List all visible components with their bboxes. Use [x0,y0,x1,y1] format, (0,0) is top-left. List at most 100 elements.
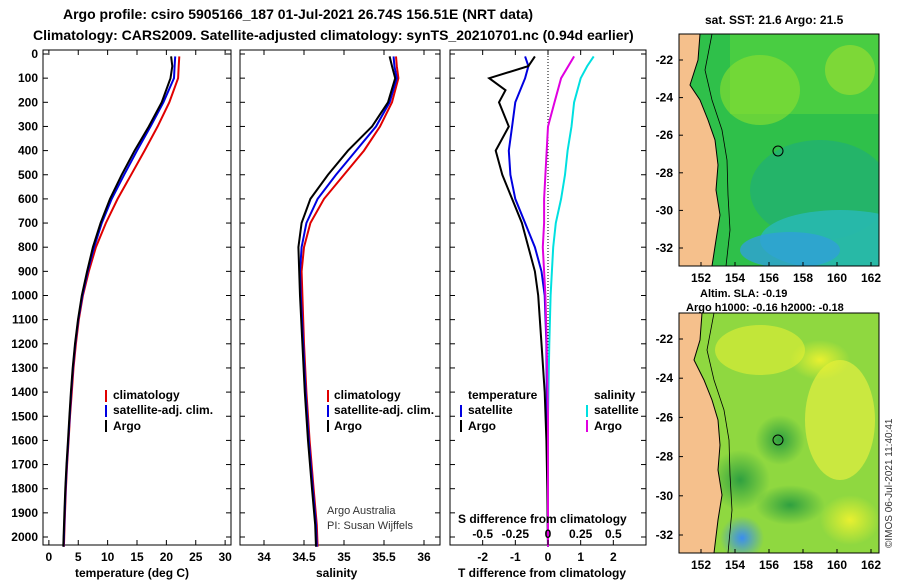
series-line-s-argo [541,55,575,547]
s-tick-label: 0.5 [605,527,622,541]
legend-s-satellite: satellite [594,403,639,417]
x-tick-label: 34.5 [292,550,316,564]
legend-salinity: salinity [594,388,636,402]
depth-tick-label: 700 [18,216,38,230]
x-tick-label: 15 [130,550,144,564]
lat-tick-label: -24 [656,91,674,105]
lon-tick-label: 156 [759,271,779,285]
x-tick-label: 36 [417,550,431,564]
series-line-argo [62,56,174,547]
temperature-xlabel: temperature (deg C) [75,566,189,580]
lon-tick-label: 154 [725,271,745,285]
lon-tick-label: 160 [827,558,847,572]
depth-tick-label: 1900 [11,506,38,520]
depth-tick-label: 1100 [12,313,38,327]
series-line-argo [297,56,397,547]
series-line-t-argo [487,55,549,547]
s-tick-label: 0 [545,527,552,541]
temperature-plot-frame [42,49,232,546]
depth-tick-label: 1600 [11,433,38,447]
argo-location-marker-2 [772,434,784,446]
x-tick-label: -2 [477,550,488,564]
difference-panel: -2 -1 0 1 2 -0.5 -0.25 0 0.25 0.5 T difference fr… [449,49,647,580]
argo-location-marker [772,145,784,157]
sst-map: sat. SST: 21.6 Argo: 21.5 [656,13,882,285]
x-tick-label: 0 [545,550,552,564]
depth-tick-label: 100 [18,71,38,85]
chart-title-line1: Argo profile: csiro 5905166_187 01-Jul-2… [63,6,534,22]
x-tick-label: 25 [189,550,203,564]
depth-tick-label: 1200 [11,337,38,351]
lat-tick-label: -32 [656,528,674,542]
legend-t-satellite: satellite [468,403,513,417]
lat-tick-label: -30 [656,203,674,217]
lat-tick-label: -28 [656,166,674,180]
legend-climatology-s: climatology [334,388,401,402]
legend-t-argo: Argo [468,419,496,433]
legend-s-argo: Argo [594,419,622,433]
lat-tick-label: -32 [656,241,674,255]
depth-tick-label: 900 [18,264,38,278]
depth-tick-label: 1300 [11,361,38,375]
chart-title-line2: Climatology: CARS2009. Satellite-adjuste… [33,27,634,43]
x-tick-label: 2 [610,550,617,564]
depth-tick-label: 600 [18,192,38,206]
series-line-s-satellite [547,55,595,547]
salinity-plot-frame [239,49,441,546]
depth-tick-label: 200 [18,95,38,109]
x-tick-label: 20 [160,550,174,564]
s-diff-xlabel: S difference from climatology [458,512,627,526]
sla-land [679,313,722,553]
depth-tick-label: 300 [18,119,38,133]
lat-tick-label: -22 [656,332,674,346]
s-tick-label: -0.25 [502,527,530,541]
x-tick-label: -1 [510,550,521,564]
depth-tick-label: 1400 [11,385,38,399]
t-diff-xlabel: T difference from climatology [458,566,626,580]
depth-tick-label: 500 [18,168,38,182]
lon-tick-label: 154 [725,558,745,572]
lat-tick-label: -22 [656,53,674,67]
depth-tick-label: 1000 [11,289,38,303]
lon-tick-label: 162 [861,558,881,572]
lat-tick-label: -30 [656,489,674,503]
legend-climatology: climatology [113,388,180,402]
depth-tick-label: 2000 [11,530,38,544]
lat-tick-label: -26 [656,410,674,424]
temperature-panel: 0 5 10 15 20 25 30 temperature (deg C) climato… [42,49,232,580]
lat-tick-label: -26 [656,128,674,142]
depth-tick-label: 0 [31,47,38,61]
difference-legend: temperature satellite Argo salinity sate… [460,388,639,433]
lat-tick-label: -28 [656,450,674,464]
sst-map-title: sat. SST: 21.6 Argo: 21.5 [705,13,844,27]
x-tick-label: 1 [577,550,584,564]
x-tick-label: 34 [257,550,271,564]
sla-map-title-2: Argo h1000: -0.16 h2000: -0.18 [686,302,844,314]
lon-tick-label: 156 [759,558,779,572]
s-tick-label: 0.25 [569,527,593,541]
legend-argo: Argo [113,419,141,433]
x-tick-label: 35 [337,550,351,564]
lon-tick-label: 158 [793,271,813,285]
salinity-legend: climatology satellite-adj. clim. Argo [327,388,434,433]
lat-tick-label: -24 [656,371,674,385]
salinity-panel: 34 34.5 35 35.5 36 salinity climatology sate… [239,49,441,580]
depth-axis: 0 100 200 300 400 500 600 700 800 900 1000 1100 1200… [11,47,38,544]
lon-tick-label: 152 [691,558,711,572]
annotation-argo-australia: Argo Australia [327,505,396,517]
legend-temperature: temperature [468,388,538,402]
lon-tick-label: 152 [691,271,711,285]
annotation-pi: PI: Susan Wijffels [327,520,413,532]
depth-tick-label: 800 [18,240,38,254]
lon-tick-label: 158 [793,558,813,572]
depth-tick-label: 1700 [11,458,38,472]
imos-credit: ©IMOS 06-Jul-2021 11:40:41 [884,418,895,548]
sla-map: Altim. SLA: -0.19 Argo h1000: -0.16 h200… [656,288,882,572]
x-tick-label: 35.5 [372,550,396,564]
x-tick-label: 10 [101,550,115,564]
lon-tick-label: 162 [861,271,881,285]
x-tick-label: 5 [75,550,82,564]
lon-tick-label: 160 [827,271,847,285]
depth-tick-label: 400 [18,144,38,158]
